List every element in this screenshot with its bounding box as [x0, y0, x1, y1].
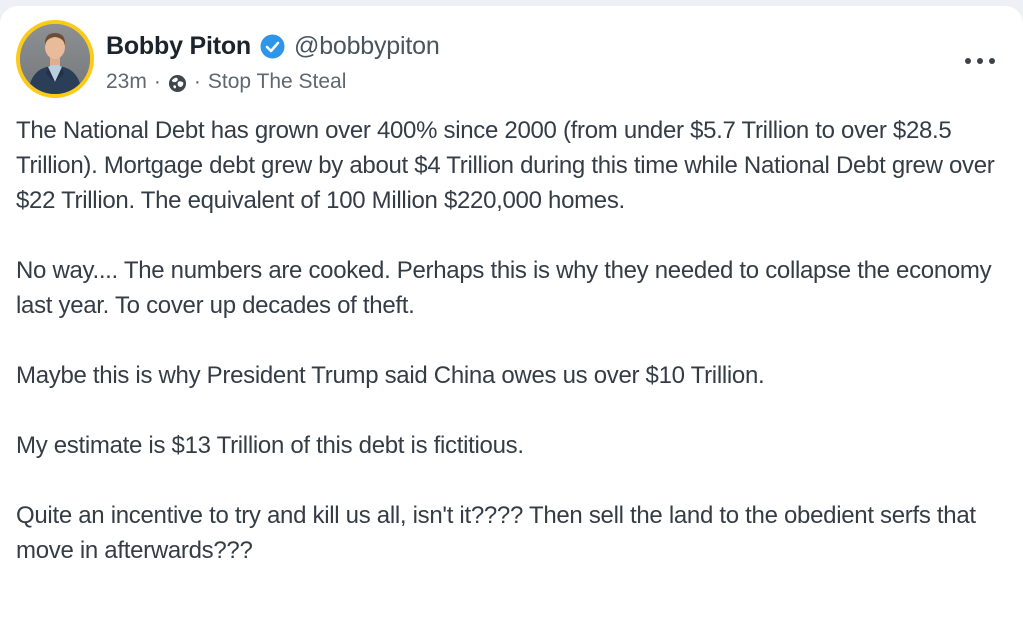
- post-header: Bobby Piton @bobbypiton 23m ·: [16, 20, 1005, 98]
- display-name[interactable]: Bobby Piton: [106, 31, 252, 60]
- avatar[interactable]: [16, 20, 94, 98]
- user-handle[interactable]: @bobbypiton: [294, 31, 440, 60]
- avatar-photo: [20, 24, 90, 94]
- meta-row: 23m · · Stop The Steal: [106, 70, 440, 94]
- post-card: Bobby Piton @bobbypiton 23m ·: [0, 6, 1023, 633]
- globe-icon: [168, 74, 187, 93]
- post-paragraph: Quite an incentive to try and kill us al…: [16, 502, 976, 564]
- header-text: Bobby Piton @bobbypiton 23m ·: [106, 20, 440, 94]
- ellipsis-dot: [965, 58, 971, 64]
- post-paragraph: The National Debt has grown over 400% si…: [16, 117, 995, 214]
- verified-badge-icon: [260, 34, 285, 59]
- post-context-link[interactable]: Stop The Steal: [207, 70, 347, 93]
- ellipsis-dot: [989, 58, 995, 64]
- more-options-button[interactable]: [959, 52, 1001, 70]
- post-paragraph: Maybe this is why President Trump said C…: [16, 362, 765, 389]
- dot-separator: ·: [153, 70, 161, 93]
- post-body: The National Debt has grown over 400% si…: [16, 113, 1003, 568]
- timestamp[interactable]: 23m: [106, 70, 147, 93]
- dot-separator: ·: [193, 70, 201, 93]
- name-row: Bobby Piton @bobbypiton: [106, 29, 440, 63]
- post-paragraph: No way.... The numbers are cooked. Perha…: [16, 257, 992, 319]
- post-paragraph: My estimate is $13 Trillion of this debt…: [16, 432, 524, 459]
- ellipsis-dot: [977, 58, 983, 64]
